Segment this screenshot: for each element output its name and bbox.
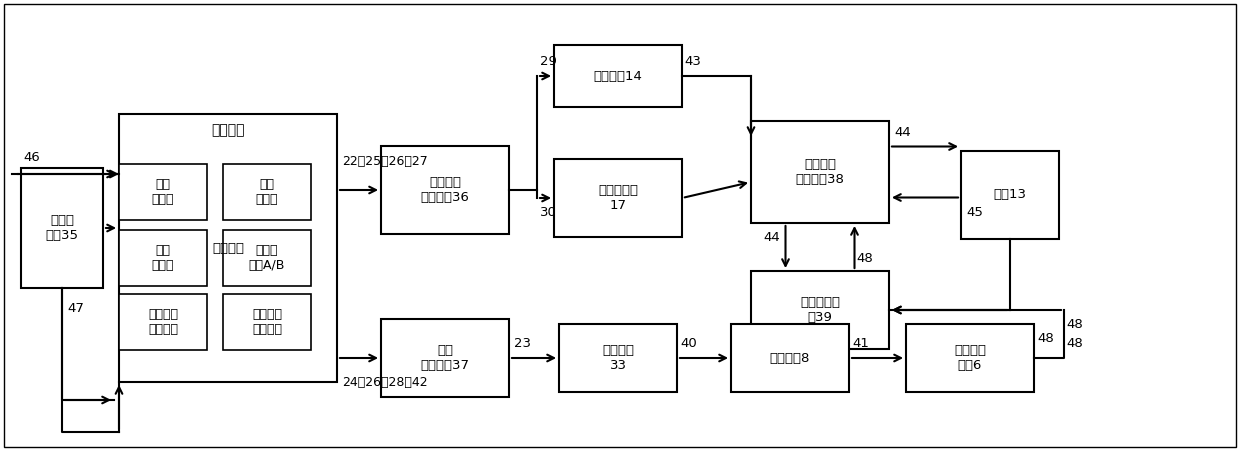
Text: 转角
传感器: 转角 传感器	[255, 178, 278, 206]
Bar	[559, 324, 677, 392]
Text: 29: 29	[539, 55, 557, 68]
Bar	[223, 294, 311, 350]
Text: 24、26、28、42: 24、26、28、42	[342, 376, 428, 389]
Text: 40: 40	[680, 337, 697, 350]
Bar	[381, 146, 508, 234]
Text: 位移
传感器: 位移 传感器	[151, 178, 175, 206]
Text: 48: 48	[1066, 337, 1083, 350]
Text: 44: 44	[894, 125, 910, 138]
Bar	[119, 230, 207, 286]
Text: 23: 23	[515, 337, 531, 350]
Text: 48: 48	[1066, 318, 1083, 331]
Bar	[732, 324, 849, 392]
Text: 磁流变阻
尼器6: 磁流变阻 尼器6	[954, 344, 986, 372]
Text: 46: 46	[24, 151, 40, 164]
Bar	[119, 114, 337, 382]
Text: 车速
传感器: 车速 传感器	[151, 244, 175, 272]
Text: 48: 48	[1037, 331, 1054, 345]
Text: 30: 30	[539, 206, 557, 219]
Bar	[751, 271, 889, 349]
Text: 驾驶员
单元35: 驾驶员 单元35	[46, 214, 78, 242]
Bar	[554, 45, 682, 107]
Text: 车轮13: 车轮13	[993, 189, 1027, 202]
Bar	[751, 121, 889, 223]
Bar	[119, 164, 207, 220]
Text: 22、25、26、27: 22、25、26、27	[342, 155, 428, 168]
Bar	[381, 319, 508, 397]
Bar	[119, 294, 207, 350]
Bar	[223, 164, 311, 220]
Bar	[21, 168, 103, 288]
Bar	[223, 230, 311, 286]
Text: 横摆角速
度传感器: 横摆角速 度传感器	[252, 308, 281, 336]
Text: 转矩传动单
元39: 转矩传动单 元39	[800, 296, 839, 324]
Text: 比例换向阀
17: 比例换向阀 17	[598, 184, 639, 212]
Text: 直流电机14: 直流电机14	[594, 69, 642, 83]
Text: 主动转向
执行单元38: 主动转向 执行单元38	[796, 158, 844, 186]
Text: 主动转向
控制单元36: 主动转向 控制单元36	[420, 176, 470, 204]
Text: 侧向加速
度传感器: 侧向加速 度传感器	[148, 308, 179, 336]
Text: 供电回路
33: 供电回路 33	[601, 344, 634, 372]
Text: 43: 43	[684, 55, 701, 68]
Text: 路感
控制单元37: 路感 控制单元37	[420, 344, 470, 372]
Text: 45: 45	[966, 206, 983, 218]
Text: 传感器组: 传感器组	[212, 241, 244, 254]
Bar	[554, 159, 682, 237]
Text: 41: 41	[852, 337, 869, 350]
Bar	[906, 324, 1034, 392]
Text: 转矩传
感器A/B: 转矩传 感器A/B	[249, 244, 285, 272]
Text: 传感器组: 传感器组	[211, 123, 244, 137]
Bar	[961, 151, 1059, 239]
Text: 44: 44	[763, 231, 780, 244]
Text: 47: 47	[67, 302, 84, 315]
Text: 励磁线圈8: 励磁线圈8	[770, 351, 810, 364]
Text: 48: 48	[857, 252, 873, 265]
